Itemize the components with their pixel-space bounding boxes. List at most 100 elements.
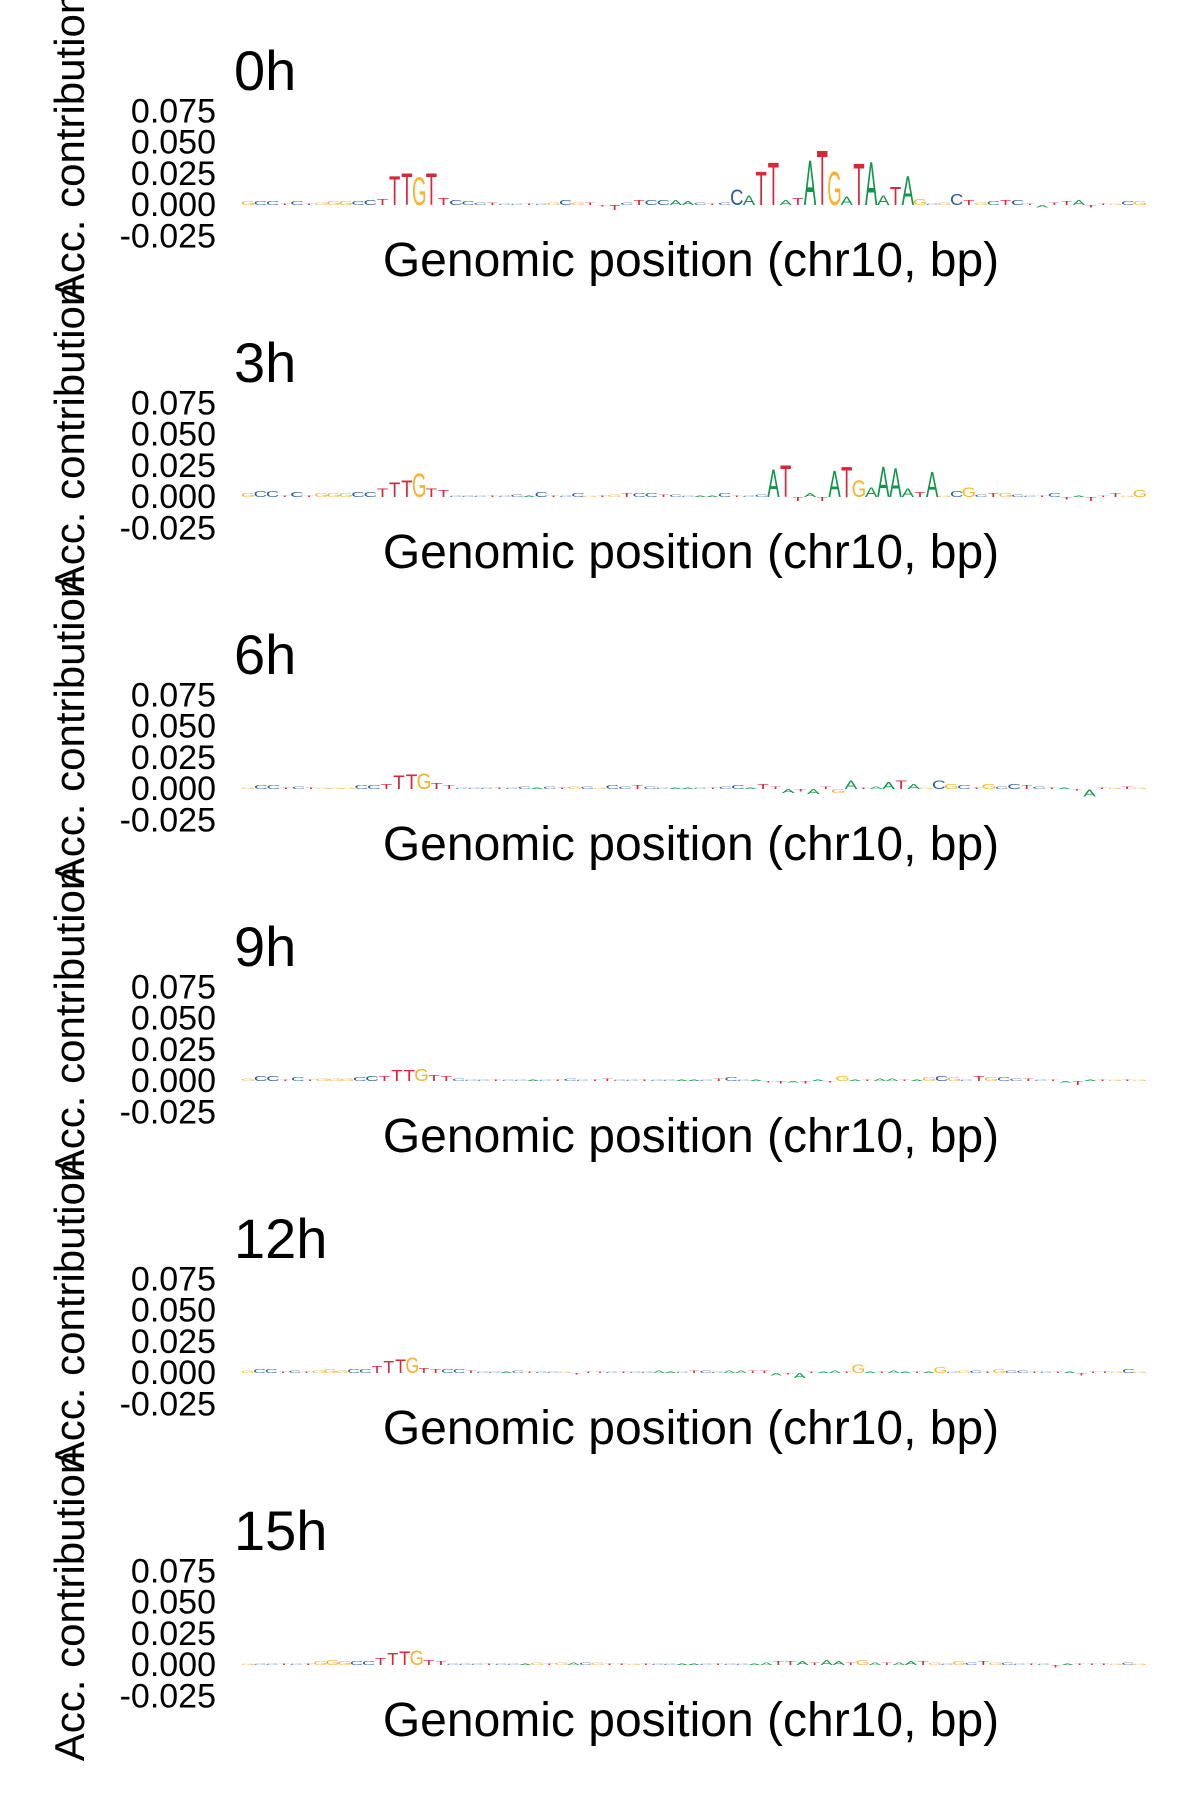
logo-letter: A [676, 1663, 689, 1665]
logo-letter: A [873, 1078, 886, 1082]
logo-letter: T [1072, 1080, 1084, 1086]
logo-letter: T [632, 784, 644, 790]
logo-letter: C [645, 199, 658, 207]
logo-letter: C [474, 202, 488, 206]
logo-letter: T [747, 1370, 758, 1374]
logo-letter: T [756, 161, 767, 215]
logo-letter: G [1133, 200, 1147, 206]
logo-letter: T [279, 495, 290, 497]
panel-title: 3h [234, 331, 296, 394]
y-axis-label: Acc. contribution [46, 575, 93, 886]
logo-letter: T [768, 150, 779, 219]
logo-letter: C [1121, 200, 1135, 206]
logo-letter: A [869, 1662, 882, 1666]
x-axis-label: Genomic position (chr10, bp) [383, 1402, 999, 1455]
logo-letter: T [383, 1357, 394, 1377]
logo-letter: G [852, 474, 866, 502]
logo-letter: T [304, 495, 315, 497]
logo-letter: A [744, 787, 757, 789]
logo-letter: A [794, 1372, 806, 1380]
logo-letter: T [770, 786, 783, 790]
logo-letter: C [498, 203, 511, 205]
logo-letter: C [1048, 492, 1062, 498]
logo-letter: A [669, 787, 682, 789]
logo-letter: T [1023, 1078, 1034, 1082]
logo-letter: C [1037, 1663, 1050, 1665]
logo-letter: C [518, 786, 532, 790]
logo-letter: T [401, 166, 412, 216]
logo-letter: C [290, 200, 304, 206]
logo-letter: C [724, 1076, 738, 1082]
logo-letter: G [851, 1363, 865, 1377]
logo-letter: A [926, 465, 939, 505]
logo-letter: T [1061, 200, 1072, 206]
logo-letter: A [865, 148, 877, 219]
logo-letter: G [1120, 495, 1134, 497]
y-tick-label: 0.000 [131, 1646, 216, 1684]
logo-letter: T [1037, 495, 1048, 497]
logo-letter: G [1108, 1079, 1123, 1081]
logo-letter: A [1059, 1081, 1072, 1083]
logo-letter: C [1016, 1370, 1029, 1374]
logo-letter: G [944, 783, 959, 791]
logo-letter: A [527, 1079, 540, 1081]
logo-letter: T [1046, 787, 1058, 789]
logo-letter: T [1098, 495, 1109, 497]
logo-letter: T [917, 1660, 928, 1666]
logo-letter: G [1133, 1079, 1148, 1081]
logo-letter: T [1026, 1663, 1037, 1665]
logo-letter: A [864, 1371, 877, 1373]
logo-letter: A [907, 783, 920, 791]
logo-letter: G [1108, 203, 1122, 205]
logo-letter: A [694, 495, 707, 497]
logo-letter: G [316, 787, 331, 789]
logo-letter: G [1132, 787, 1147, 789]
logo-letter: T [487, 202, 498, 206]
logo-letter: C [535, 1371, 548, 1373]
logo-letter: T [426, 487, 438, 500]
logo-letter: A [817, 1371, 830, 1373]
logo-letter: T [616, 1663, 627, 1665]
panel-title: 0h [234, 39, 296, 102]
logo-letter: C [651, 1663, 664, 1665]
logo-letter: G [827, 161, 841, 215]
logo-letter: A [706, 495, 719, 497]
logo-letter: G [313, 1660, 327, 1666]
y-axis-label: Acc. contribution [46, 867, 93, 1178]
logo-letter: T [982, 1371, 993, 1373]
logo-letter: A [812, 1079, 825, 1081]
logo-letter: G [314, 492, 328, 498]
logo-letter: T [618, 1371, 629, 1373]
logo-letter: C [1011, 199, 1024, 207]
y-axis-label: Acc. contribution [46, 0, 93, 301]
logo-letter: T [303, 1663, 314, 1665]
logo-letter: C [292, 786, 306, 790]
logo-letter: T [1096, 787, 1108, 789]
logo-letter: C [662, 1079, 676, 1081]
logo-letter: A [828, 464, 840, 506]
logo-letter: G [962, 485, 976, 500]
y-tick-label: 0.025 [131, 155, 216, 193]
logo-letter: G [554, 1662, 568, 1666]
logo-letter: G [1133, 1371, 1147, 1373]
logo-letter: A [1036, 204, 1049, 208]
logo-letter: C [362, 1660, 376, 1666]
logo-letter: C [510, 203, 523, 205]
logo-letter: G [340, 1078, 355, 1082]
x-axis-label: Genomic position (chr10, bp) [383, 1110, 999, 1163]
logo-letter: A [1083, 788, 1097, 800]
logo-letter: C [693, 787, 707, 789]
logo-letter: G [339, 492, 353, 498]
logo-letter: T [1071, 789, 1083, 791]
logo-letter: A [531, 787, 544, 789]
logo-letter: C [645, 492, 659, 498]
logo-letter: C [464, 1079, 478, 1081]
logo-letter: C [495, 1663, 508, 1665]
logo-letter: T [609, 204, 621, 212]
logo-letter: C [480, 787, 494, 789]
y-tick-label: 0.000 [131, 770, 216, 808]
logo-letter: C [946, 1371, 959, 1373]
logo-letter: T [792, 496, 803, 502]
logo-letter: C [449, 199, 462, 207]
